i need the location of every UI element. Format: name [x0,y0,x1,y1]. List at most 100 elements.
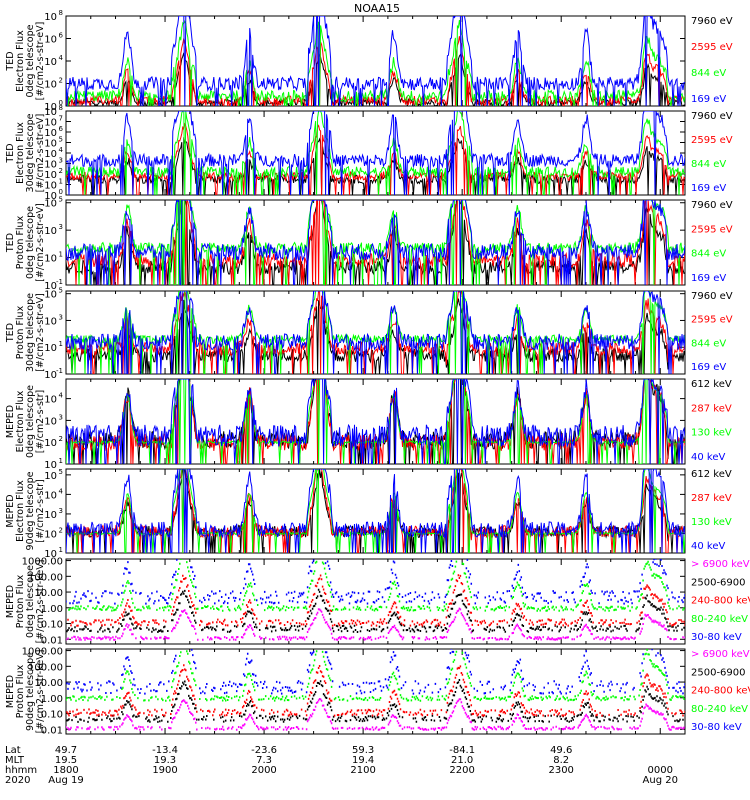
y-axis-label-line: [#/cm2-s-str-keV] [35,560,46,644]
y-tick-exponent: 5 [59,136,63,144]
time-tick-mlt: 8.2 [553,755,569,766]
y-tick-exponent: 6 [59,125,64,133]
y-tick-label: 10 [44,226,57,237]
y-axis-label-line: 30deg telescope [25,113,36,192]
y-tick-label: 10 [44,438,57,449]
y-tick-label: 10 [44,395,57,406]
time-tick-hhmm: 1900 [152,765,177,776]
y-tick-label: 10 [44,316,57,327]
legend-entry: 40 keV [691,541,725,552]
y-tick-exponent: 8 [59,104,63,112]
y-tick-label: 10 [44,160,57,171]
y-axis-label: TEDElectron Flux0deg telescope[#/cm2-s-s… [5,22,46,101]
legend-entry: 130 keV [691,517,732,528]
y-tick-label: 10 [44,370,57,381]
panel-frame [65,468,686,554]
legend-entry: 844 eV [691,159,726,170]
y-axis-label-line: Proton Flux [15,215,26,269]
time-tick-lat: 49.7 [55,745,77,756]
y-tick-exponent: 0 [59,99,63,107]
y-axis-label-line: 0deg telescope [25,565,36,638]
series-group [66,379,685,464]
time-row-label: Lat [5,745,21,756]
legend-entry: 7960 eV [691,111,733,122]
y-tick-label: 10 [44,181,57,192]
y-tick-exponent: 2 [59,435,63,443]
legend-entry: 40 keV [691,452,725,463]
y-axis-label-line: 30deg telescope [25,293,36,372]
legend-entry: > 6900 keV [691,649,750,660]
series-line [66,469,685,553]
series-line [66,111,685,195]
y-tick-exponent: 1 [59,457,63,465]
series-points [66,588,685,633]
y-tick-label: 10 [44,80,57,91]
y-axis-label-line: 0deg telescope [25,385,36,458]
y-tick-label: 10 [44,343,57,354]
y-tick-label: 1000.00 [22,647,63,658]
y-tick-label: 10 [44,128,57,139]
y-axis-label-line: Electron Flux [15,122,26,184]
y-axis-label-line: MEPED [5,585,16,618]
y-tick-label: 10 [44,471,57,482]
y-tick-label: 10 [44,490,57,501]
legend-entry: 7960 eV [691,291,733,302]
time-tick-lat: 49.6 [550,745,572,756]
y-tick-label: 0.01 [41,725,63,736]
series-line [66,379,685,464]
y-tick-exponent: 3 [59,223,63,231]
time-tick-mlt: 21.0 [451,755,473,766]
y-tick-label: 10 [44,102,57,113]
time-tick-hhmm: 2300 [548,765,573,776]
y-tick-label: 10 [44,529,57,540]
y-tick-label: 10.00 [34,588,63,599]
legend-entry: 2500-6900 [691,577,746,588]
y-axis-label: MEPEDProton Flux0deg telescope[#/cm2-s-s… [5,560,46,644]
time-tick-mlt: 19.5 [55,755,77,766]
y-tick-exponent: 8 [59,9,63,17]
legend-entry: 30-80 keV [691,722,742,733]
legend-entry: 844 eV [691,249,726,260]
y-tick-label: 10 [44,57,57,68]
legend-entry: 7960 eV [691,200,733,211]
y-tick-exponent: -1 [56,278,63,286]
y-tick-label: 10 [44,460,57,471]
time-tick-hhmm: 1800 [53,765,78,776]
time-tick-hhmm: 0000 [648,765,673,776]
y-axis-label: TEDElectron Flux30deg telescope[#/cm2-s-… [5,113,46,192]
legend-entry: 30-80 keV [691,632,742,643]
y-tick-exponent: 4 [59,392,64,400]
y-tick-exponent: 4 [59,146,64,154]
y-tick-exponent: 1 [59,340,63,348]
time-tick-lat: -23.6 [251,745,277,756]
time-tick-hhmm: 2100 [350,765,375,776]
legend-entry: 169 eV [691,94,726,105]
panel-frame [65,648,686,735]
series-points [67,574,685,627]
y-tick-label: 10 [44,12,57,23]
y-axis-label-line: MEPED [5,494,16,527]
series-line [66,200,685,285]
y-axis-label: MEPEDElectron Flux0deg telescope[#/cm2-s… [5,385,46,458]
series-line [66,16,685,106]
legend-entry: 169 eV [691,362,726,373]
y-tick-label: 10 [44,281,57,292]
y-axis-label-line: [#/cm2-s-str-keV] [35,650,46,734]
y-tick-label: 10 [44,170,57,181]
y-axis-label-line: TED [5,51,16,71]
legend-entry: 2595 eV [691,315,733,326]
series-group [66,291,685,374]
series-points [66,664,685,717]
series-points [66,649,685,702]
panel-7: 0.010.101.0010.00100.001000.00MEPEDProto… [5,557,750,647]
time-row-label: MLT [5,755,25,766]
series-group [66,200,685,285]
y-axis-label-line: [#/cm2-s-str] [35,390,46,453]
